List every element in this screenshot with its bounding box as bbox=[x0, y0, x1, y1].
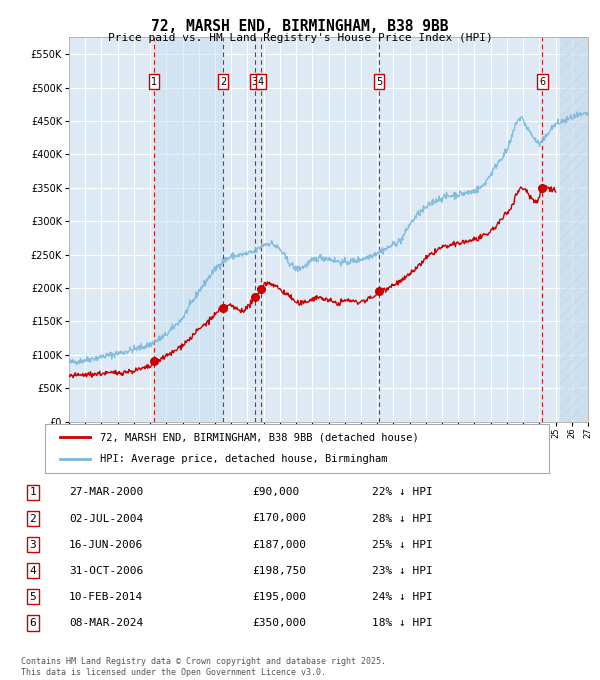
Text: £187,000: £187,000 bbox=[252, 539, 306, 549]
Text: 2: 2 bbox=[220, 77, 226, 86]
Text: 3: 3 bbox=[29, 539, 37, 549]
Text: 08-MAR-2024: 08-MAR-2024 bbox=[69, 617, 143, 628]
Text: 22% ↓ HPI: 22% ↓ HPI bbox=[372, 488, 433, 498]
Text: 4: 4 bbox=[258, 77, 264, 86]
Bar bbox=[154, 37, 223, 422]
Bar bbox=[560, 37, 591, 422]
Text: £198,750: £198,750 bbox=[252, 566, 306, 576]
Text: 3: 3 bbox=[252, 77, 258, 86]
Text: 6: 6 bbox=[29, 617, 37, 628]
Text: 1: 1 bbox=[151, 77, 157, 86]
Text: 02-JUL-2004: 02-JUL-2004 bbox=[69, 513, 143, 524]
Text: 2: 2 bbox=[29, 513, 37, 524]
Text: Contains HM Land Registry data © Crown copyright and database right 2025.
This d: Contains HM Land Registry data © Crown c… bbox=[21, 657, 386, 677]
Text: HPI: Average price, detached house, Birmingham: HPI: Average price, detached house, Birm… bbox=[100, 454, 388, 464]
Text: 23% ↓ HPI: 23% ↓ HPI bbox=[372, 566, 433, 576]
Text: £170,000: £170,000 bbox=[252, 513, 306, 524]
Text: 24% ↓ HPI: 24% ↓ HPI bbox=[372, 592, 433, 602]
Text: 1: 1 bbox=[29, 488, 37, 498]
Text: £195,000: £195,000 bbox=[252, 592, 306, 602]
Text: 72, MARSH END, BIRMINGHAM, B38 9BB (detached house): 72, MARSH END, BIRMINGHAM, B38 9BB (deta… bbox=[100, 432, 419, 443]
Text: 27-MAR-2000: 27-MAR-2000 bbox=[69, 488, 143, 498]
Text: Price paid vs. HM Land Registry's House Price Index (HPI): Price paid vs. HM Land Registry's House … bbox=[107, 33, 493, 43]
Text: 6: 6 bbox=[539, 77, 545, 86]
Text: 18% ↓ HPI: 18% ↓ HPI bbox=[372, 617, 433, 628]
Text: 31-OCT-2006: 31-OCT-2006 bbox=[69, 566, 143, 576]
Text: £350,000: £350,000 bbox=[252, 617, 306, 628]
Text: 10-FEB-2014: 10-FEB-2014 bbox=[69, 592, 143, 602]
Text: £90,000: £90,000 bbox=[252, 488, 299, 498]
Text: 5: 5 bbox=[29, 592, 37, 602]
Text: 4: 4 bbox=[29, 566, 37, 576]
Text: 5: 5 bbox=[376, 77, 382, 86]
Text: 25% ↓ HPI: 25% ↓ HPI bbox=[372, 539, 433, 549]
Text: 28% ↓ HPI: 28% ↓ HPI bbox=[372, 513, 433, 524]
Text: 72, MARSH END, BIRMINGHAM, B38 9BB: 72, MARSH END, BIRMINGHAM, B38 9BB bbox=[151, 19, 449, 34]
Text: 16-JUN-2006: 16-JUN-2006 bbox=[69, 539, 143, 549]
